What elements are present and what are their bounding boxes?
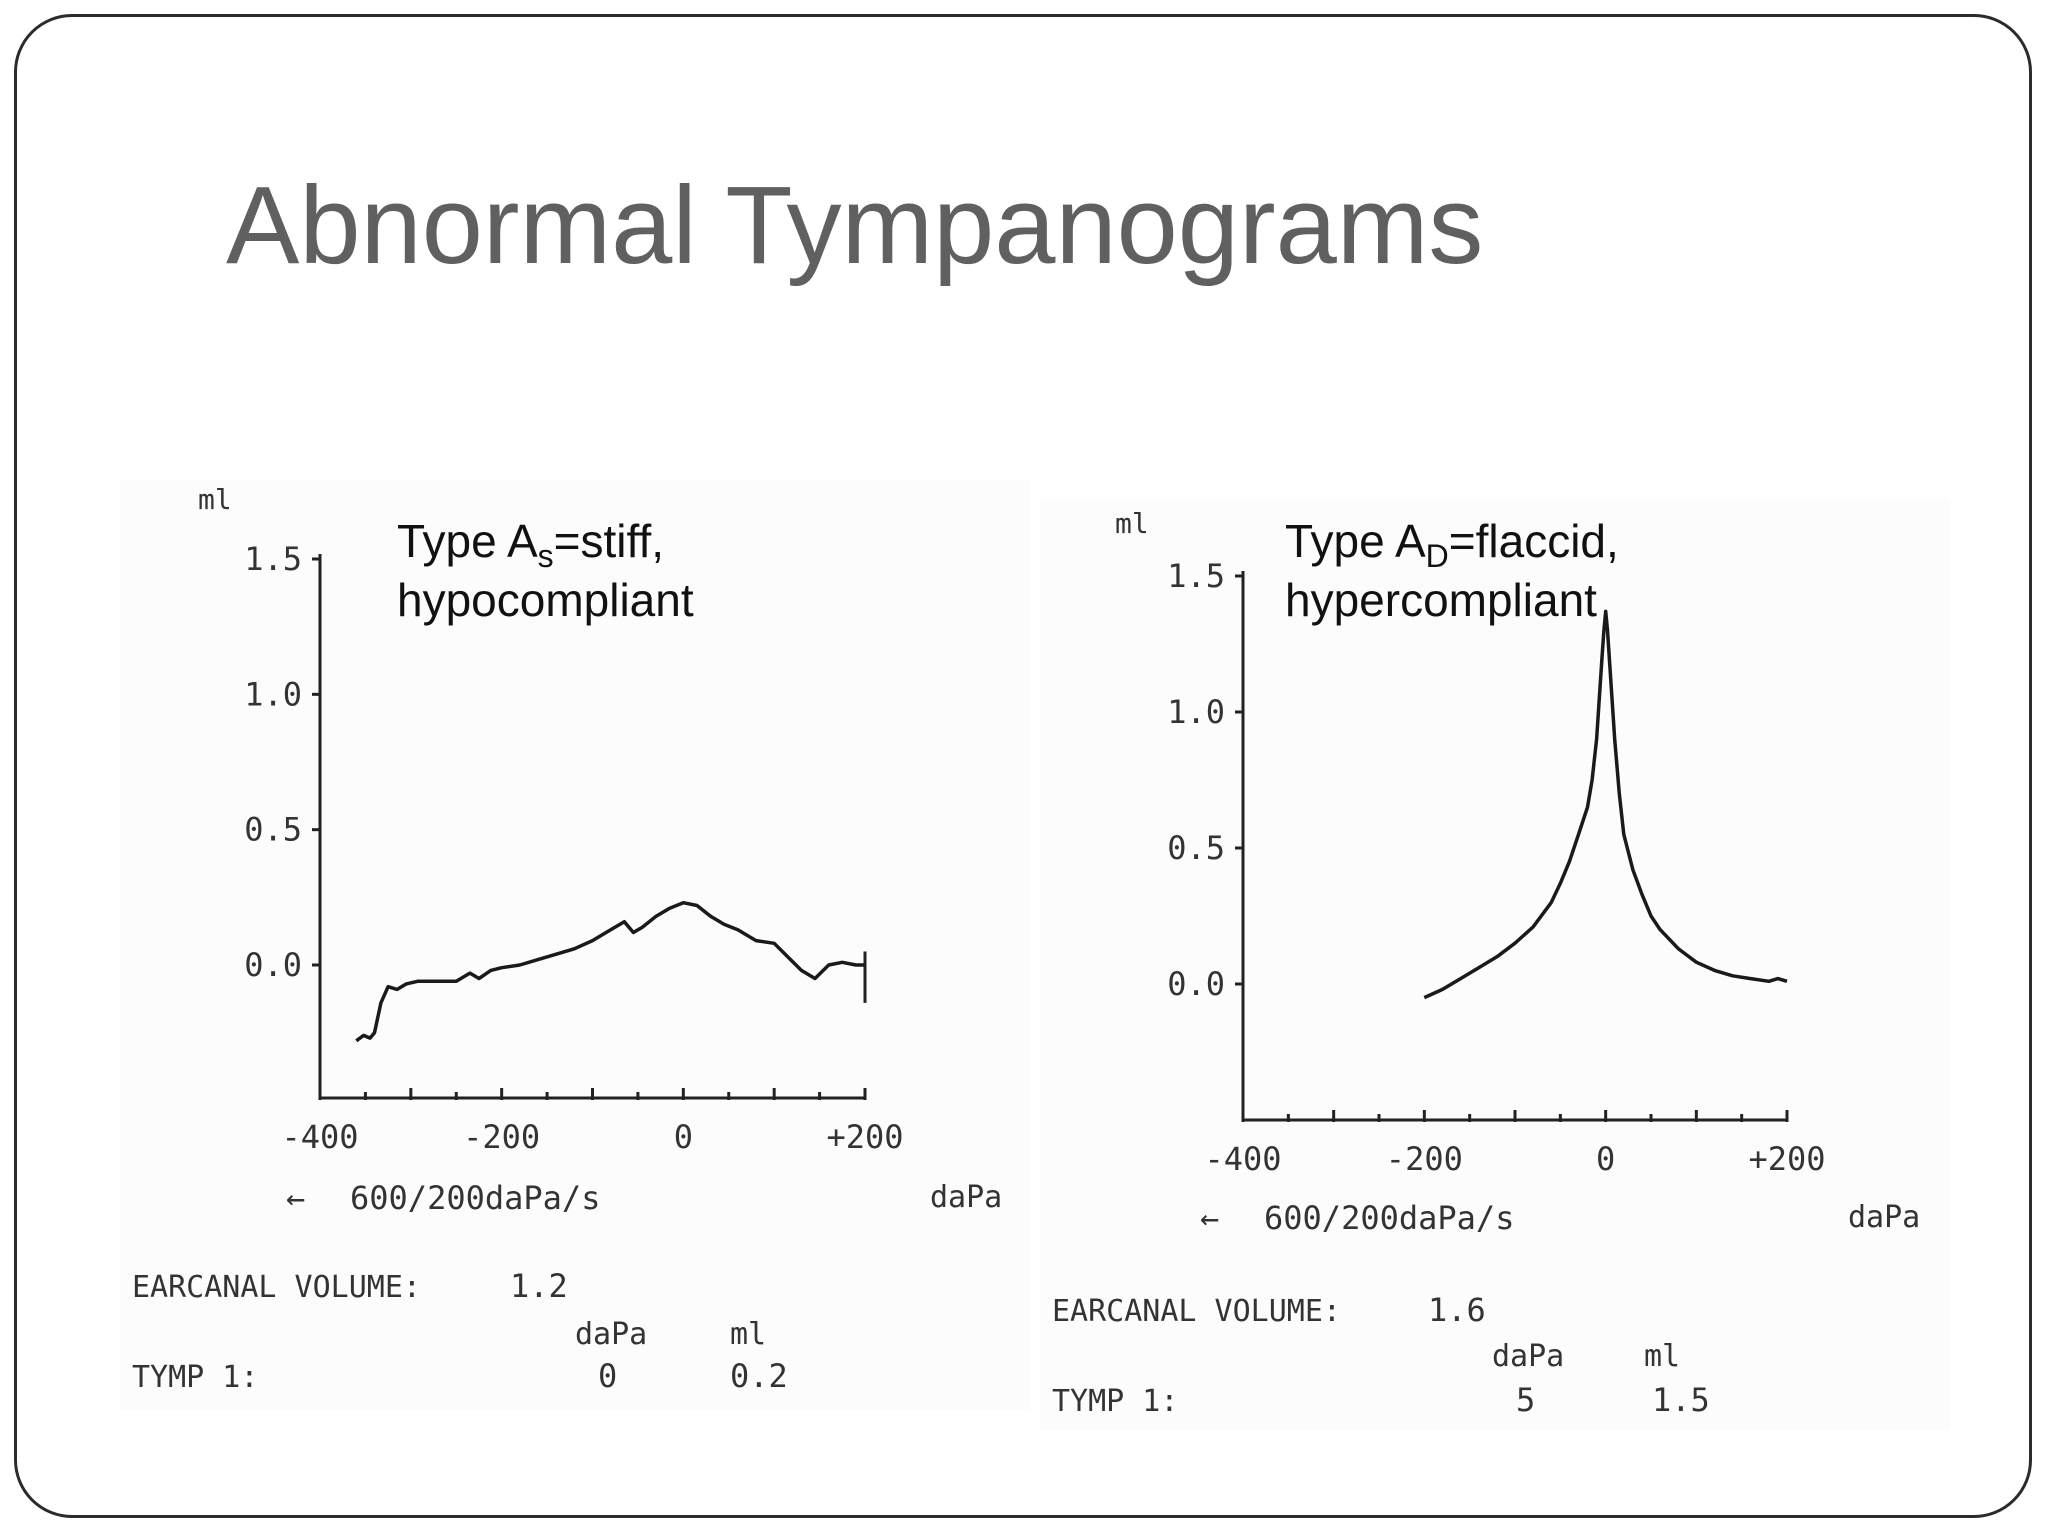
tympanogram-right: ml 1.5 1.0 0.5 0.0 -400 -200 0 +200 Type AD=fl…	[1052, 507, 1920, 1419]
tymp-col-ml: ml	[730, 1317, 766, 1352]
x-tick-label: -400	[281, 1118, 358, 1156]
earcanal-volume-label: EARCANAL VOLUME:	[1052, 1294, 1341, 1329]
rate-label: 600/200daPa/s	[1264, 1199, 1514, 1237]
tymp-label: TYMP 1:	[1052, 1384, 1178, 1419]
y-tick-label: 1.0	[1167, 693, 1225, 731]
tympanogram-curve-stiff	[355, 900, 865, 1043]
y-tick-label: 0.0	[244, 946, 302, 984]
rate-label: 600/200daPa/s	[350, 1179, 600, 1217]
earcanal-volume-value: 1.6	[1428, 1291, 1486, 1329]
y-tick-label: 1.0	[244, 675, 302, 713]
y-ticks: 1.5 1.0 0.5 0.0	[244, 540, 320, 984]
x-unit-label: daPa	[1848, 1200, 1920, 1235]
x-tick-label: +200	[826, 1118, 903, 1156]
y-tick-label: 0.0	[1167, 965, 1225, 1003]
tymp-label: TYMP 1:	[132, 1360, 258, 1395]
earcanal-volume-label: EARCANAL VOLUME:	[132, 1270, 421, 1305]
tympanogram-left: ml 1.5 1.0 0.5 0.0 -400 -200 0 +200 Type As=st…	[132, 483, 1002, 1395]
tymp-dapa-value: 0	[598, 1357, 617, 1395]
x-tick-label: -400	[1204, 1140, 1281, 1178]
slide-title: Abnormal Tympanograms	[226, 164, 1484, 287]
tymp-dapa-value: 5	[1516, 1381, 1535, 1419]
tymp-col-ml: ml	[1644, 1339, 1680, 1374]
tympanogram-curve-flaccid	[1423, 609, 1788, 1000]
y-tick-label: 0.5	[244, 811, 302, 849]
y-tick-label: 0.5	[1167, 829, 1225, 867]
x-tick-label: +200	[1748, 1140, 1825, 1178]
x-tick-label: 0	[674, 1118, 693, 1156]
y-tick-label: 1.5	[1167, 557, 1225, 595]
x-ticks: -400 -200 0 +200	[1204, 1110, 1826, 1178]
rate-arrow: ←	[1200, 1199, 1219, 1237]
type-annotation-line1: Type AD=flaccid,	[1285, 515, 1619, 574]
type-annotation-line2: hypocompliant	[397, 574, 694, 626]
x-ticks: -400 -200 0 +200	[281, 1088, 904, 1156]
tymp-ml-value: 0.2	[730, 1357, 788, 1395]
y-ticks: 1.5 1.0 0.5 0.0	[1167, 557, 1243, 1003]
tymp-col-dapa: daPa	[1492, 1339, 1564, 1374]
tymp-col-dapa: daPa	[575, 1317, 647, 1352]
rate-arrow: ←	[286, 1179, 305, 1217]
x-tick-label: -200	[463, 1118, 540, 1156]
y-tick-label: 1.5	[244, 540, 302, 578]
earcanal-volume-value: 1.2	[510, 1267, 568, 1305]
type-annotation-line1: Type As=stiff,	[397, 515, 664, 574]
tympanogram-right-panel: ml 1.5 1.0 0.5 0.0 -400 -200 0 +200 Type AD=fl…	[1040, 500, 1950, 1430]
tymp-ml-value: 1.5	[1652, 1381, 1710, 1419]
y-unit-label: ml	[1115, 507, 1149, 540]
x-unit-label: daPa	[930, 1180, 1002, 1215]
x-tick-label: 0	[1596, 1140, 1615, 1178]
type-annotation-line2: hypercompliant	[1285, 574, 1597, 626]
y-unit-label: ml	[198, 483, 232, 516]
tympanogram-left-panel: ml 1.5 1.0 0.5 0.0 -400 -200 0 +200 Type As=st…	[120, 480, 1030, 1410]
x-tick-label: -200	[1386, 1140, 1463, 1178]
